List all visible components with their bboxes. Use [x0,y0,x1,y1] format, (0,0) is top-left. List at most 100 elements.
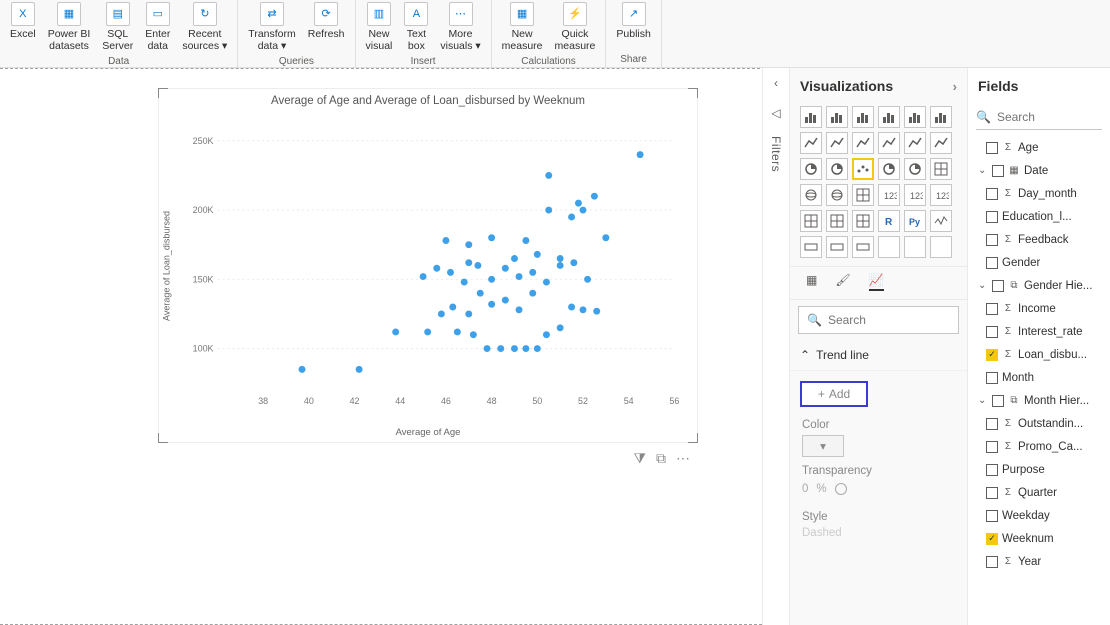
viz-type-kv-31[interactable] [826,236,848,258]
field-checkbox[interactable] [986,234,998,246]
field-row-interest-rate[interactable]: ΣInterest_rate [968,320,1110,343]
viz-type-pie-13[interactable] [826,158,848,180]
field-row-age[interactable]: ΣAge [968,136,1110,159]
viz-type-map-18[interactable] [800,184,822,206]
viz-type-kv-32[interactable] [852,236,874,258]
viz-search[interactable]: 🔍 [798,306,959,334]
viz-type-line-10[interactable] [904,132,926,154]
field-row-gender[interactable]: Gender [968,251,1110,274]
analytics-tab-icon[interactable]: 📈 [869,273,884,291]
viz-search-input[interactable] [828,313,983,327]
viz-type-bar-4[interactable] [904,106,926,128]
ribbon-text-box[interactable]: ATextbox [398,0,434,54]
ribbon-excel[interactable]: XExcel [4,0,42,42]
ribbon-quick-measure[interactable]: ⚡Quickmeasure [549,0,602,54]
field-checkbox[interactable] [986,556,998,568]
ribbon-more-visuals-[interactable]: ⋯Morevisuals ▾ [434,0,486,54]
viz-type-pie-12[interactable] [800,158,822,180]
viz-type-blank-34[interactable] [904,236,926,258]
add-trend-line-button[interactable]: + Add [800,381,868,407]
viz-type-bar-0[interactable] [800,106,822,128]
filters-pane-collapsed[interactable]: ‹ ◁ Filters [762,68,790,625]
field-row-loan-disbu-[interactable]: ✓ΣLoan_disbu... [968,343,1110,366]
field-row-quarter[interactable]: ΣQuarter [968,481,1110,504]
ribbon-new-visual[interactable]: ▥Newvisual [360,0,399,54]
viz-type-pie-15[interactable] [878,158,900,180]
viz-type-scatter-14[interactable] [852,158,874,180]
viz-type-matrix-20[interactable] [852,184,874,206]
field-checkbox[interactable] [986,487,998,499]
viz-type-spark-29[interactable] [930,210,952,232]
field-row-month-hier-[interactable]: ⌄⧉Month Hier... [968,389,1110,412]
ribbon-refresh[interactable]: ⟳Refresh [302,0,351,42]
field-row-education-l-[interactable]: Education_l... [968,205,1110,228]
viz-type-line-7[interactable] [826,132,848,154]
viz-type-bar-1[interactable] [826,106,848,128]
collapse-viz-chevron[interactable]: › [953,79,957,94]
viz-type-blank-33[interactable] [878,236,900,258]
expand-filters-chevron[interactable]: ‹ [774,76,778,90]
field-checkbox[interactable] [992,395,1004,407]
viz-type-line-9[interactable] [878,132,900,154]
ribbon-sql-server[interactable]: ▤SQLServer [96,0,139,54]
scatter-chart-visual[interactable]: Average of Age and Average of Loan_disbu… [158,88,698,443]
ribbon-publish[interactable]: ↗Publish [610,0,656,42]
viz-type-pie-16[interactable] [904,158,926,180]
viz-type-line-8[interactable] [852,132,874,154]
field-checkbox[interactable] [986,326,998,338]
viz-type-bar-2[interactable] [852,106,874,128]
viz-type-matrix-25[interactable] [826,210,848,232]
field-row-month[interactable]: Month [968,366,1110,389]
viz-type-kpi-21[interactable]: 123 [878,184,900,206]
field-checkbox[interactable]: ✓ [986,533,998,545]
ribbon-enter-data[interactable]: ▭Enterdata [139,0,176,54]
field-row-purpose[interactable]: Purpose [968,458,1110,481]
viz-type-matrix-17[interactable] [930,158,952,180]
viz-type-blank-35[interactable] [930,236,952,258]
fields-search-input[interactable] [997,110,1110,124]
viz-type-matrix-26[interactable] [852,210,874,232]
viz-type-py-28[interactable]: Py [904,210,926,232]
focus-mode-icon[interactable]: ⧉ [656,450,666,474]
viz-type-line-11[interactable] [930,132,952,154]
field-row-weeknum[interactable]: ✓Weeknum [968,527,1110,550]
field-checkbox[interactable] [986,188,998,200]
viz-type-kpi-22[interactable]: 123 [904,184,926,206]
viz-type-line-6[interactable] [800,132,822,154]
viz-type-r-27[interactable]: R [878,210,900,232]
field-checkbox[interactable] [992,280,1004,292]
color-dropdown[interactable]: ▾ [802,435,844,457]
field-row-weekday[interactable]: Weekday [968,504,1110,527]
field-checkbox[interactable] [986,418,998,430]
field-row-outstandin-[interactable]: ΣOutstandin... [968,412,1110,435]
filter-icon[interactable]: ⧩ [634,450,647,474]
field-checkbox[interactable] [986,464,998,476]
trend-line-section[interactable]: ⌃ Trend line [790,340,967,371]
ribbon-recent-sources-[interactable]: ↻Recentsources ▾ [176,0,233,54]
ribbon-new-measure[interactable]: ▦Newmeasure [496,0,549,54]
field-checkbox[interactable] [986,257,998,269]
field-checkbox[interactable] [986,303,998,315]
fields-tab-icon[interactable]: ▦ [806,273,817,291]
field-checkbox[interactable] [986,142,998,154]
field-row-year[interactable]: ΣYear [968,550,1110,573]
report-canvas[interactable]: Average of Age and Average of Loan_disbu… [0,68,762,625]
field-row-date[interactable]: ⌄▦Date [968,159,1110,182]
field-row-feedback[interactable]: ΣFeedback [968,228,1110,251]
field-row-promo-ca-[interactable]: ΣPromo_Ca... [968,435,1110,458]
field-row-gender-hie-[interactable]: ⌄⧉Gender Hie... [968,274,1110,297]
viz-type-kpi-23[interactable]: 123 [930,184,952,206]
more-options-icon[interactable]: ⋯ [676,450,690,474]
viz-type-kv-30[interactable] [800,236,822,258]
field-row-day-month[interactable]: ΣDay_month [968,182,1110,205]
viz-type-bar-3[interactable] [878,106,900,128]
viz-type-map-19[interactable] [826,184,848,206]
fields-search[interactable]: 🔍 [976,104,1102,130]
transparency-slider-handle[interactable] [835,483,847,495]
field-checkbox[interactable] [986,510,998,522]
field-checkbox[interactable]: ✓ [986,349,998,361]
field-checkbox[interactable] [992,165,1004,177]
viz-type-matrix-24[interactable] [800,210,822,232]
ribbon-transform-data-[interactable]: ⇄Transformdata ▾ [242,0,301,54]
ribbon-power-bi-datasets[interactable]: ▦Power BIdatasets [42,0,97,54]
